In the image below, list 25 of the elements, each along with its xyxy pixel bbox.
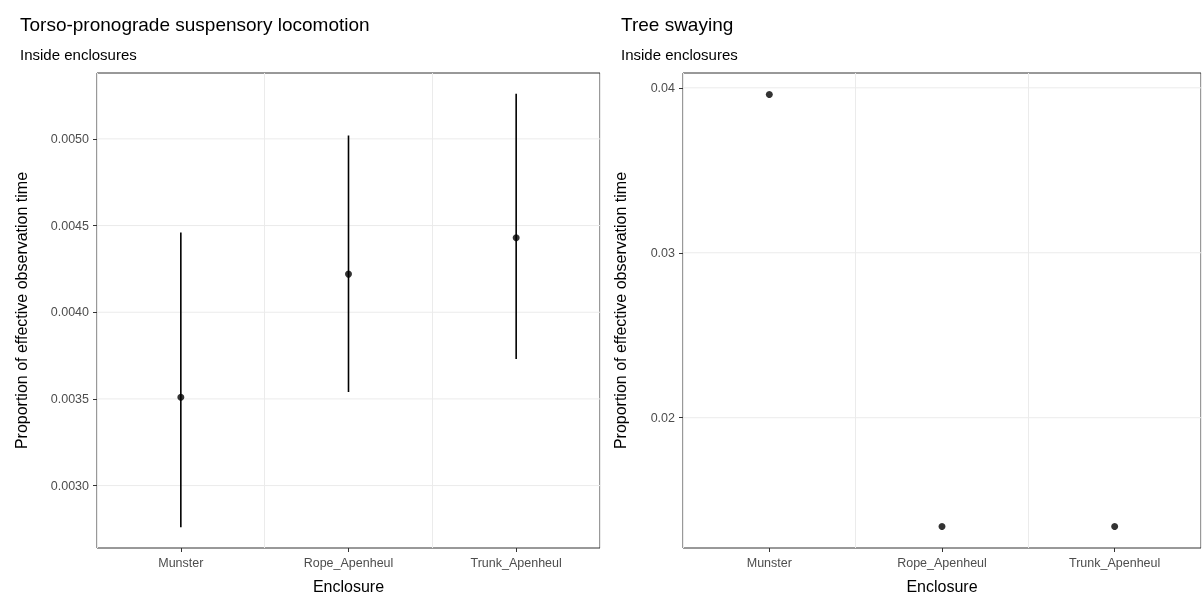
x-axis-title: Enclosure: [906, 577, 978, 595]
chart-title: Torso-pronograde suspensory locomotion: [20, 14, 370, 35]
x-tick-label: Rope_Apenheul: [897, 555, 987, 570]
y-tick-label: 0.0040: [50, 305, 90, 320]
point: [177, 393, 185, 401]
y-axis-title: Proportion of effective observation time: [12, 171, 30, 450]
x-tick-label: Munster: [746, 555, 792, 570]
point: [345, 270, 352, 278]
x-tick-label: Trunk_Apenheul: [1069, 555, 1161, 570]
chart-subtitle: Inside enclosures: [20, 46, 137, 63]
y-tick-label: 0.03: [650, 245, 676, 260]
chart-subtitle: Inside enclosures: [621, 46, 738, 63]
point: [512, 234, 520, 242]
x-axis-title: Enclosure: [312, 577, 385, 595]
chart-title: Tree swaying: [621, 14, 734, 35]
y-axis-title: Proportion of effective observation time: [611, 171, 629, 450]
x-tick-label: Trunk_Apenheul: [470, 555, 562, 570]
x-tick-label: Munster: [158, 555, 204, 570]
y-tick-label: 0.0035: [50, 391, 90, 406]
y-tick-label: 0.04: [650, 80, 676, 95]
y-tick-label: 0.0045: [50, 218, 90, 233]
y-tick-label: 0.0030: [50, 478, 90, 493]
y-tick-label: 0.0050: [50, 131, 90, 146]
y-tick-label: 0.02: [650, 410, 676, 425]
x-tick-label: Rope_Apenheul: [303, 555, 394, 570]
